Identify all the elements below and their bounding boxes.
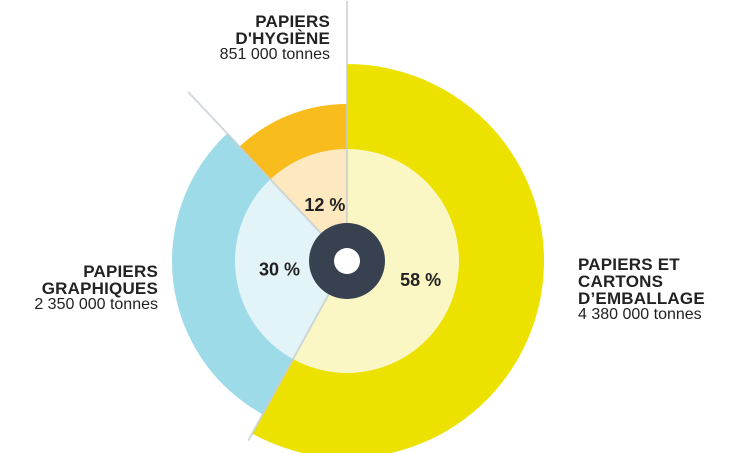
- label-tonnage: 2 350 000 tonnes: [34, 296, 158, 313]
- label-title: PAPIERS ET CARTONS: [578, 255, 680, 291]
- center-hub-hole: [334, 248, 360, 274]
- label-tonnage: 4 380 000 tonnes: [578, 306, 702, 323]
- percent-label-graphiques: 30 %: [259, 260, 300, 280]
- slice-inner-graphiques: [234, 179, 347, 360]
- label-title: GRAPHIQUES: [41, 279, 158, 298]
- center-hub: [309, 223, 385, 299]
- label-papiers-graphiques: PAPIERS GRAPHIQUES 2 350 000 tonnes: [0, 263, 158, 313]
- percent-label-hygiene: 12 %: [304, 195, 345, 215]
- label-tonnage: 851 000 tonnes: [219, 46, 330, 63]
- label-title: PAPIERS: [83, 262, 158, 281]
- label-title: D'HYGIÈNE: [235, 29, 330, 48]
- percent-labels: 58 % 30 % 12 %: [259, 195, 441, 290]
- label-title: D’EMBALLAGE: [578, 289, 705, 308]
- label-papiers-hygiene: PAPIERS D'HYGIÈNE 851 000 tonnes: [150, 13, 330, 63]
- label-papiers-emballage: PAPIERS ET CARTONS D’EMBALLAGE 4 380 000…: [578, 256, 750, 323]
- slice-divider-ray: [187, 91, 348, 262]
- percent-label-emballage: 58 %: [400, 270, 441, 290]
- label-title: PAPIERS: [255, 12, 330, 31]
